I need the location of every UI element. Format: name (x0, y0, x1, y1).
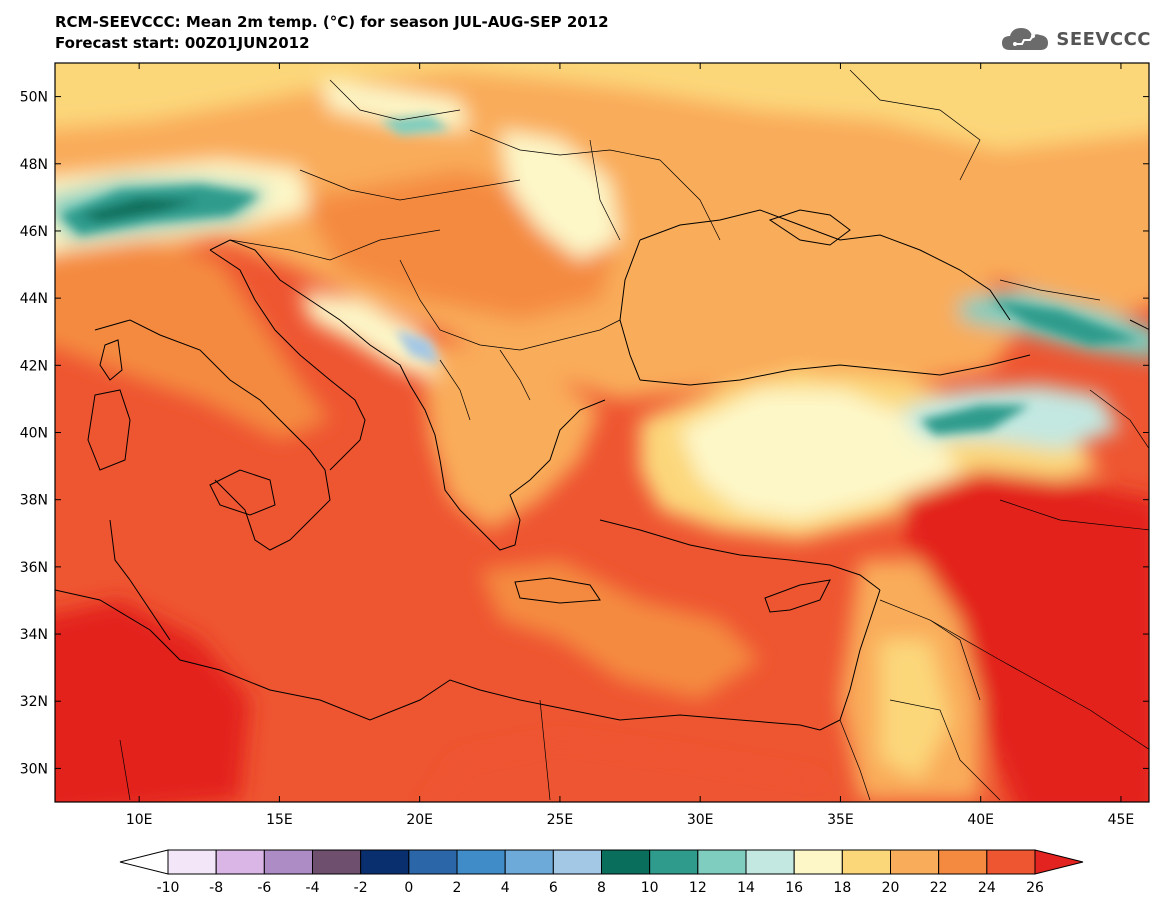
lon-tick-label: 25E (547, 812, 574, 828)
colorbar-swatch (504, 849, 554, 875)
colorbar-swatch (312, 849, 362, 875)
colorbar-label: 2 (453, 880, 462, 896)
colorbar: -10 -8 -6 -4 -2 0 2 4 6 8 10 12 14 16 18 20 22 24 26 (119, 849, 1084, 896)
longitude-axis: 10E 15E 20E 25E 30E 35E 40E 45E (126, 63, 1134, 828)
colorbar-swatch (408, 849, 458, 875)
colorbar-label: 18 (833, 880, 851, 896)
lat-tick-label: 44N (20, 291, 48, 307)
colorbar-swatch (552, 849, 602, 875)
latitude-axis: 50N 48N 46N 44N 42N 40N 38N 36N 34N 32N 30N (20, 90, 1149, 777)
seevccc-logo: SEEVCCC (1000, 22, 1151, 56)
logo-text: SEEVCCC (1056, 28, 1151, 50)
lat-tick-label: 32N (20, 694, 48, 710)
colorbar-swatch (649, 849, 699, 875)
map-title: RCM-SEEVCCC: Mean 2m temp. (°C) for seas… (55, 13, 609, 31)
colorbar-swatch (986, 849, 1036, 875)
temperature-field (55, 63, 1149, 802)
colorbar-swatch (890, 849, 940, 875)
lon-tick-label: 15E (266, 812, 293, 828)
lat-tick-label: 34N (20, 627, 48, 643)
lon-tick-label: 20E (406, 812, 433, 828)
colorbar-swatch (215, 849, 265, 875)
colorbar-swatch (263, 849, 314, 875)
colorbar-swatch (456, 849, 506, 875)
cloud-icon (1002, 28, 1049, 50)
colorbar-swatch (167, 849, 217, 875)
colorbar-label: 4 (501, 880, 510, 896)
colorbar-label: -6 (257, 880, 271, 896)
lat-tick-label: 48N (20, 157, 48, 173)
lon-tick-label: 40E (967, 812, 994, 828)
lon-tick-label: 30E (687, 812, 714, 828)
colorbar-swatch (841, 849, 891, 875)
colorbar-swatch (601, 849, 651, 875)
lon-tick-label: 45E (1108, 812, 1135, 828)
lat-tick-label: 30N (20, 761, 48, 777)
lon-tick-label: 35E (827, 812, 854, 828)
colorbar-over-arrow (1034, 849, 1084, 875)
colorbar-swatch (697, 849, 747, 875)
colorbar-label: 22 (930, 880, 948, 896)
colorbar-label: 0 (404, 880, 413, 896)
colorbar-label: -4 (306, 880, 320, 896)
lat-tick-label: 50N (20, 90, 48, 106)
lat-tick-label: 38N (20, 493, 48, 509)
colorbar-swatch (745, 849, 795, 875)
colorbar-label: 16 (785, 880, 803, 896)
colorbar-label: -8 (209, 880, 223, 896)
colorbar-label: 12 (689, 880, 707, 896)
colorbar-label: 20 (882, 880, 900, 896)
lat-tick-label: 42N (20, 358, 48, 374)
colorbar-label: 6 (549, 880, 558, 896)
lat-tick-label: 40N (20, 426, 48, 442)
colorbar-label: 24 (978, 880, 996, 896)
colorbar-swatch (938, 849, 988, 875)
colorbar-swatch (360, 849, 410, 875)
lat-tick-label: 36N (20, 560, 48, 576)
colorbar-label: 14 (737, 880, 755, 896)
colorbar-label: 10 (641, 880, 659, 896)
forecast-start-label: Forecast start: 00Z01JUN2012 (55, 34, 310, 52)
colorbar-label: 8 (597, 880, 606, 896)
country-borders (119, 69, 1149, 801)
colorbar-under-arrow (119, 849, 169, 875)
lat-tick-label: 46N (20, 224, 48, 240)
colorbar-label: 26 (1026, 880, 1044, 896)
colorbar-swatch (793, 849, 843, 875)
lon-tick-label: 10E (126, 812, 153, 828)
colorbar-label: -2 (354, 880, 368, 896)
colorbar-label: -10 (157, 880, 180, 896)
